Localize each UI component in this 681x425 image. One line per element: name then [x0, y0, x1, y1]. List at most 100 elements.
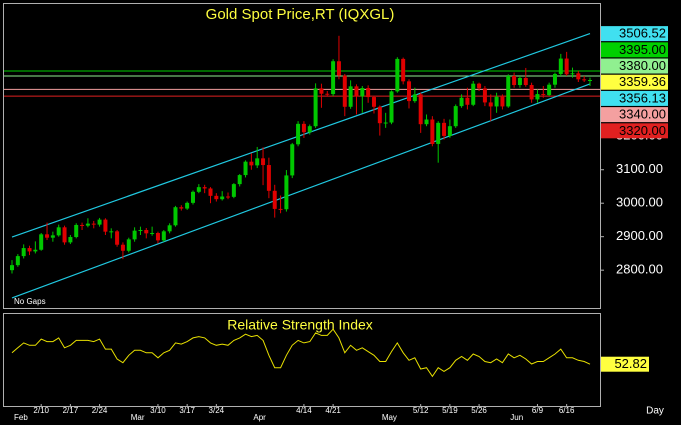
- candle-body: [155, 233, 160, 241]
- candle-body: [494, 96, 499, 107]
- month-label: May: [382, 413, 397, 422]
- candle-body: [115, 231, 120, 245]
- trend-line: [11, 33, 591, 238]
- candle-body: [132, 230, 137, 240]
- candle-body: [424, 119, 429, 125]
- candle-body: [21, 248, 26, 257]
- candle-body: [336, 61, 341, 76]
- price-marker: [601, 74, 668, 90]
- rsi-panel: [3, 313, 601, 407]
- candle-body: [517, 77, 522, 86]
- candle-body: [91, 223, 96, 225]
- month-label: Mar: [131, 413, 145, 422]
- rsi-line: [11, 328, 591, 378]
- candle-body: [482, 88, 487, 103]
- candle-body: [436, 122, 441, 144]
- candle-body: [167, 225, 172, 232]
- candle-body: [447, 126, 452, 136]
- candle-body: [412, 94, 417, 102]
- candle-body: [576, 73, 581, 80]
- x-tick-label: 5/26: [471, 406, 487, 415]
- candle-body: [430, 119, 435, 144]
- month-label: Apr: [253, 413, 266, 422]
- candle-body: [27, 248, 32, 252]
- price-marker: [601, 42, 668, 58]
- candle-body: [465, 97, 470, 105]
- candle-body: [348, 86, 353, 107]
- candle-body: [552, 73, 557, 85]
- candle-body: [488, 102, 493, 107]
- candle-body: [442, 122, 447, 136]
- candle-body: [10, 265, 14, 271]
- candle-body: [97, 219, 102, 225]
- price-marker-label: 3340.00: [619, 107, 666, 122]
- candle-body: [196, 187, 201, 192]
- candle-body: [56, 227, 61, 236]
- candle-body: [208, 188, 213, 196]
- candle-body: [366, 88, 371, 98]
- x-tick-label: 2/17: [63, 406, 79, 415]
- month-label: Jun: [510, 413, 523, 422]
- candle-body: [523, 77, 528, 86]
- candle-body: [190, 191, 195, 203]
- candle-body: [74, 224, 79, 238]
- candle-body: [319, 88, 324, 94]
- candle-body: [564, 58, 569, 75]
- candle-body: [547, 84, 552, 96]
- candle-body: [377, 106, 382, 124]
- candle-body: [371, 97, 376, 107]
- candle-body: [150, 233, 155, 235]
- candle-body: [570, 73, 575, 75]
- candle-body: [202, 187, 207, 189]
- candle-body: [407, 81, 412, 102]
- price-marker-label: 3395.00: [619, 42, 666, 57]
- price-marker-label: 3380.00: [619, 58, 666, 73]
- candle-body: [226, 196, 231, 198]
- candle-body: [144, 229, 149, 234]
- candle-body: [179, 207, 184, 209]
- candle-body: [459, 97, 464, 107]
- x-tick-label: 4/21: [325, 406, 341, 415]
- candle-body: [558, 58, 563, 74]
- candle-body: [138, 229, 143, 231]
- candle-body: [68, 237, 73, 243]
- price-marker-label: 3506.52: [619, 26, 666, 41]
- candle-body: [109, 231, 114, 233]
- x-axis-label: Day: [646, 406, 664, 417]
- x-tick-label: 3/10: [150, 406, 166, 415]
- x-tick-label: 6/9: [532, 406, 544, 415]
- x-tick-label: 3/24: [209, 406, 225, 415]
- candle-body: [331, 61, 336, 95]
- candle-body: [80, 224, 85, 226]
- rsi-title: Relative Strength Index: [227, 317, 373, 333]
- candle-body: [529, 85, 534, 100]
- candle-body: [588, 79, 592, 81]
- rsi-marker: [601, 356, 649, 372]
- month-label: Feb: [14, 413, 28, 422]
- candle-body: [50, 235, 55, 238]
- candle-body: [512, 75, 517, 86]
- price-marker: [601, 123, 668, 139]
- candle-body: [506, 75, 511, 107]
- candle-body: [360, 88, 365, 97]
- candle-body: [249, 161, 254, 166]
- trend-line: [11, 83, 591, 299]
- candle-body: [290, 144, 295, 176]
- candle-body: [272, 190, 277, 209]
- candle-body: [85, 223, 90, 226]
- candle-body: [453, 106, 458, 127]
- candle-body: [301, 123, 306, 133]
- price-marker-label: 3359.36: [619, 74, 666, 89]
- candle-body: [243, 161, 248, 176]
- x-tick-label: 2/24: [92, 406, 108, 415]
- rsi-marker-label: 52.82: [614, 356, 647, 371]
- candle-body: [120, 244, 125, 251]
- candle-body: [383, 122, 388, 124]
- price-marker: [601, 58, 668, 74]
- candle-body: [535, 94, 540, 100]
- y-tick-label: 3000.00: [616, 195, 663, 210]
- candle-body: [39, 234, 44, 250]
- candle-body: [342, 75, 347, 107]
- x-tick-label: 5/12: [413, 406, 429, 415]
- candle-body: [307, 126, 312, 133]
